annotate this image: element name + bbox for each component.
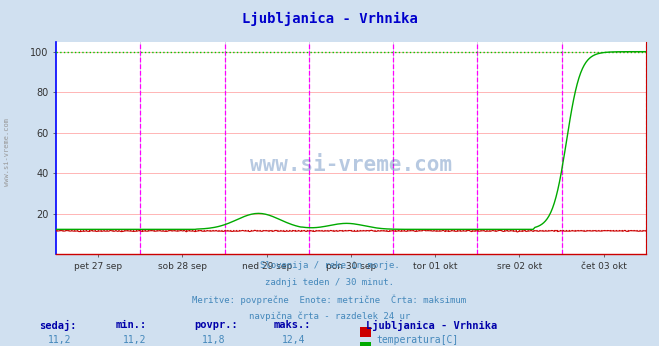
Text: povpr.:: povpr.: xyxy=(194,320,238,330)
Text: www.si-vreme.com: www.si-vreme.com xyxy=(250,155,452,175)
Text: maks.:: maks.: xyxy=(273,320,311,330)
Text: min.:: min.: xyxy=(115,320,146,330)
Text: www.si-vreme.com: www.si-vreme.com xyxy=(4,118,10,186)
Text: sedaj:: sedaj: xyxy=(40,320,77,331)
Text: Meritve: povprečne  Enote: metrične  Črta: maksimum: Meritve: povprečne Enote: metrične Črta:… xyxy=(192,294,467,305)
Text: temperatura[C]: temperatura[C] xyxy=(376,335,459,345)
Text: Ljubljanica - Vrhnika: Ljubljanica - Vrhnika xyxy=(242,12,417,26)
Text: 11,2: 11,2 xyxy=(47,335,71,345)
Text: Slovenija / reke in morje.: Slovenija / reke in morje. xyxy=(260,261,399,270)
Text: 11,2: 11,2 xyxy=(123,335,147,345)
Text: 11,8: 11,8 xyxy=(202,335,226,345)
Text: Ljubljanica - Vrhnika: Ljubljanica - Vrhnika xyxy=(366,320,497,331)
Text: 12,4: 12,4 xyxy=(281,335,305,345)
Text: zadnji teden / 30 minut.: zadnji teden / 30 minut. xyxy=(265,278,394,287)
Text: navpična črta - razdelek 24 ur: navpična črta - razdelek 24 ur xyxy=(249,311,410,320)
